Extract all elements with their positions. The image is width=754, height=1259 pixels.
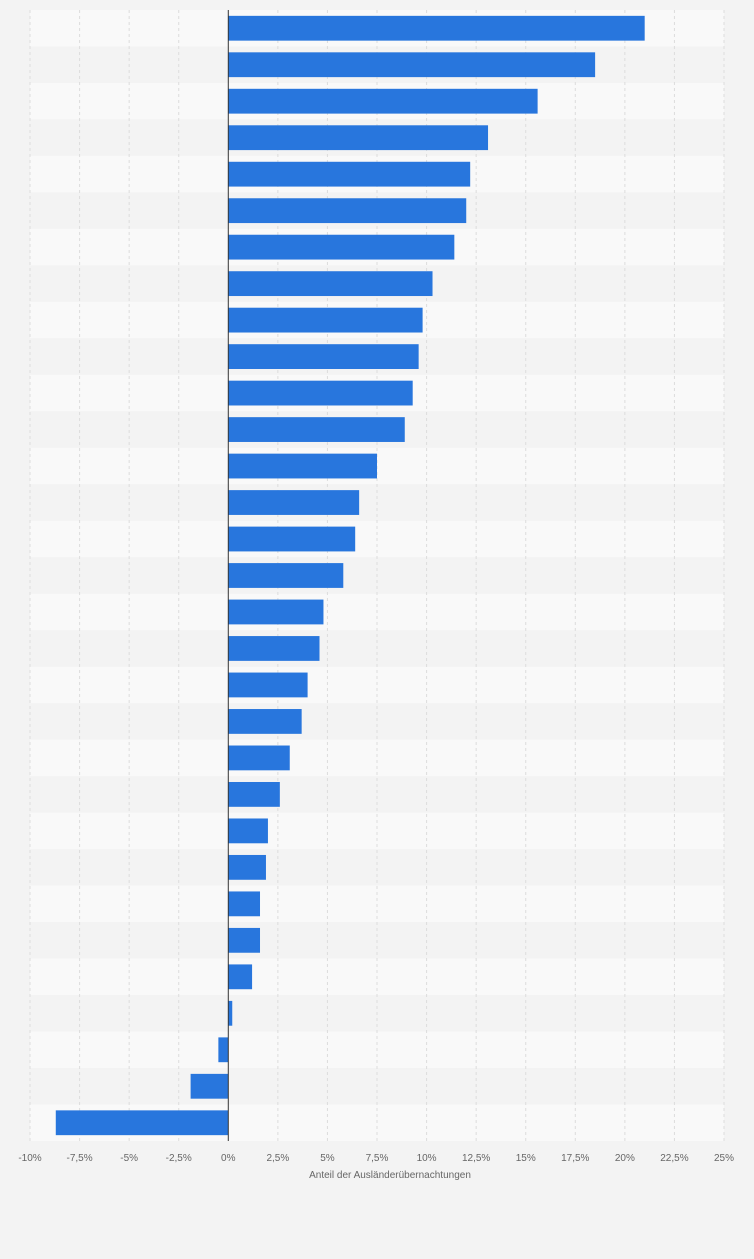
x-tick-label: -7,5% xyxy=(67,1153,93,1164)
bar xyxy=(218,1037,229,1063)
bar xyxy=(228,1000,233,1026)
bar xyxy=(228,417,405,442)
x-tick-label: -5% xyxy=(120,1153,138,1164)
bar xyxy=(228,672,308,698)
bar xyxy=(190,1073,229,1099)
row-band xyxy=(30,703,724,740)
row-band xyxy=(30,739,724,777)
bars xyxy=(55,15,645,1136)
x-tick-label: 17,5% xyxy=(561,1153,589,1164)
bar xyxy=(228,891,261,917)
x-tick-label: 5% xyxy=(320,1153,335,1164)
bar xyxy=(228,15,645,41)
x-tick-label: 10% xyxy=(417,1153,437,1164)
bar xyxy=(228,161,471,187)
row-band xyxy=(30,849,724,886)
bar xyxy=(228,709,302,734)
bar xyxy=(228,307,423,333)
bar xyxy=(228,125,489,151)
bar xyxy=(228,198,467,224)
bar xyxy=(228,52,596,78)
x-tick-label: 0% xyxy=(221,1153,236,1164)
bar xyxy=(228,854,266,880)
bar xyxy=(228,599,324,625)
bar xyxy=(228,745,290,771)
bar xyxy=(228,344,419,370)
x-tick-label: 25% xyxy=(714,1153,734,1164)
x-tick-label: -10% xyxy=(18,1153,41,1164)
bar xyxy=(228,490,360,515)
bar xyxy=(228,88,538,114)
row-band xyxy=(30,776,724,813)
x-tick-label: -2,5% xyxy=(166,1153,192,1164)
bar xyxy=(228,818,268,844)
bar xyxy=(228,636,320,661)
bar xyxy=(228,234,455,260)
x-tick-label: 15% xyxy=(516,1153,536,1164)
x-tick-label: 2,5% xyxy=(266,1153,289,1164)
x-axis-title: Anteil der Ausländerübernachtungen xyxy=(309,1170,471,1181)
bar xyxy=(228,964,253,990)
bar xyxy=(228,271,433,297)
bar xyxy=(228,526,356,552)
x-tick-labels: -10% -7,5% -5% -2,5% 0% 2,5% 5% 7,5% 10% 12,5% 15%… xyxy=(18,1153,734,1164)
bar xyxy=(228,380,413,406)
bar xyxy=(228,927,261,953)
bar xyxy=(55,1110,229,1136)
x-tick-label: 22,5% xyxy=(660,1153,688,1164)
bar xyxy=(228,453,377,479)
bar xyxy=(228,563,344,588)
bar xyxy=(228,781,280,807)
x-tick-label: 12,5% xyxy=(462,1153,490,1164)
x-tick-label: 7,5% xyxy=(366,1153,389,1164)
row-band xyxy=(30,812,724,850)
x-tick-label: 20% xyxy=(615,1153,635,1164)
